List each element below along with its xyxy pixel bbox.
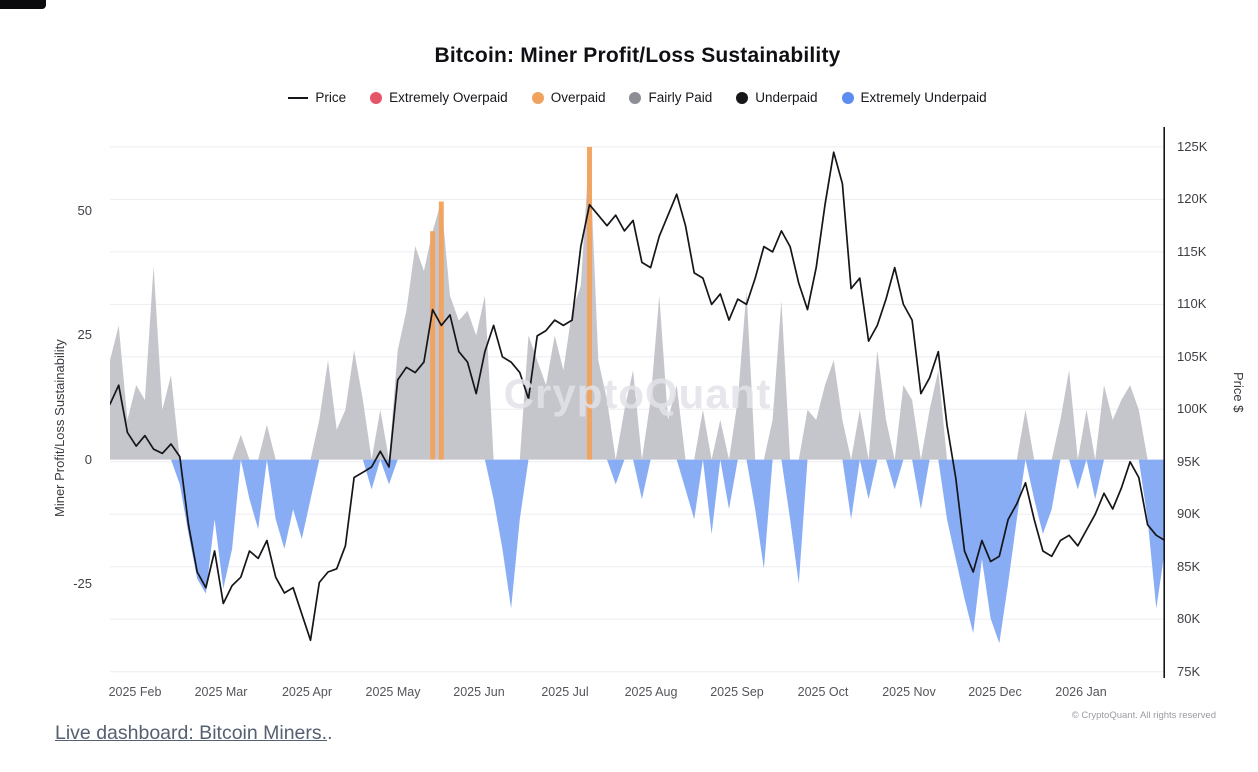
legend-item-price[interactable]: Price: [288, 90, 346, 105]
right-axis-title: Price $: [1231, 372, 1246, 413]
chart-legend: Price Extremely Overpaid Overpaid Fairly Pa…: [110, 90, 1165, 105]
copyright-notice: © CryptoQuant. All rights reserved: [1071, 710, 1216, 721]
legend-label: Overpaid: [550, 90, 606, 105]
left-axis-tick: -25: [73, 575, 92, 591]
legend-label: Extremely Overpaid: [389, 90, 508, 105]
legend-item-underpaid[interactable]: Underpaid: [736, 90, 818, 105]
overpaid-dot-icon: [531, 91, 544, 104]
legend-item-extremely-underpaid[interactable]: Extremely Underpaid: [841, 90, 987, 105]
legend-item-overpaid[interactable]: Overpaid: [531, 90, 606, 105]
chart-plot-area[interactable]: [110, 127, 1165, 678]
legend-label: Price: [315, 90, 347, 105]
x-axis-tick: 2025 Jun: [453, 685, 505, 699]
right-axis-tick: 125K: [1177, 138, 1208, 154]
x-axis-tick: 2025 Sep: [710, 685, 764, 699]
legend-item-extremely-overpaid[interactable]: Extremely Overpaid: [370, 90, 508, 105]
right-axis-tick: 105K: [1177, 348, 1208, 364]
x-axis-tick: 2025 May: [365, 685, 421, 699]
x-axis-tick: 2025 Dec: [968, 685, 1022, 699]
fairly-paid-dot-icon: [629, 91, 642, 104]
right-axis-tick: 115K: [1177, 243, 1207, 259]
underpaid-dot-icon: [736, 91, 749, 104]
live-dashboard-link[interactable]: Live dashboard: Bitcoin Miners.: [55, 722, 328, 744]
legend-label: Fairly Paid: [648, 90, 713, 105]
right-axis-tick: 80K: [1177, 611, 1201, 627]
x-axis-tick: 2026 Jan: [1055, 685, 1107, 699]
x-axis-tick: 2025 Mar: [194, 685, 248, 699]
x-axis-tick: 2025 Jul: [541, 685, 589, 699]
extremely-overpaid-dot-icon: [370, 91, 383, 104]
link-suffix: .: [327, 722, 333, 744]
right-axis-tick: 85K: [1177, 558, 1201, 574]
chart-title: Bitcoin: Miner Profit/Loss Sustainabilit…: [434, 44, 841, 67]
extremely-underpaid-dot-icon: [841, 91, 854, 104]
x-axis-tick: 2025 Aug: [624, 685, 678, 699]
left-axis-tick: 50: [77, 203, 92, 219]
right-axis-tick: 90K: [1177, 506, 1201, 522]
screen-corner-artifact: [0, 0, 46, 9]
legend-item-fairly-paid[interactable]: Fairly Paid: [629, 90, 712, 105]
price-line-swatch-icon: [288, 96, 309, 99]
legend-label: Underpaid: [755, 90, 818, 105]
chart-canvas[interactable]: [110, 127, 1165, 678]
right-axis-tick: 110K: [1177, 296, 1207, 312]
x-axis-tick: 2025 Feb: [108, 685, 162, 699]
left-axis-tick: 0: [84, 451, 92, 467]
left-axis-tick: 25: [77, 327, 92, 343]
live-dashboard-link-row: Live dashboard: Bitcoin Miners..: [55, 722, 332, 745]
x-axis-tick: 2025 Nov: [882, 685, 936, 699]
right-axis-tick: 120K: [1177, 191, 1208, 207]
right-axis-tick: 100K: [1177, 401, 1208, 417]
legend-label: Extremely Underpaid: [860, 90, 987, 105]
right-axis-tick: 75K: [1177, 663, 1201, 679]
x-axis-tick: 2025 Apr: [281, 685, 333, 699]
x-axis-tick: 2025 Oct: [797, 685, 849, 699]
right-axis-tick: 95K: [1177, 453, 1201, 469]
left-axis-title: Miner Profit/Loss Sustainability: [52, 339, 67, 517]
